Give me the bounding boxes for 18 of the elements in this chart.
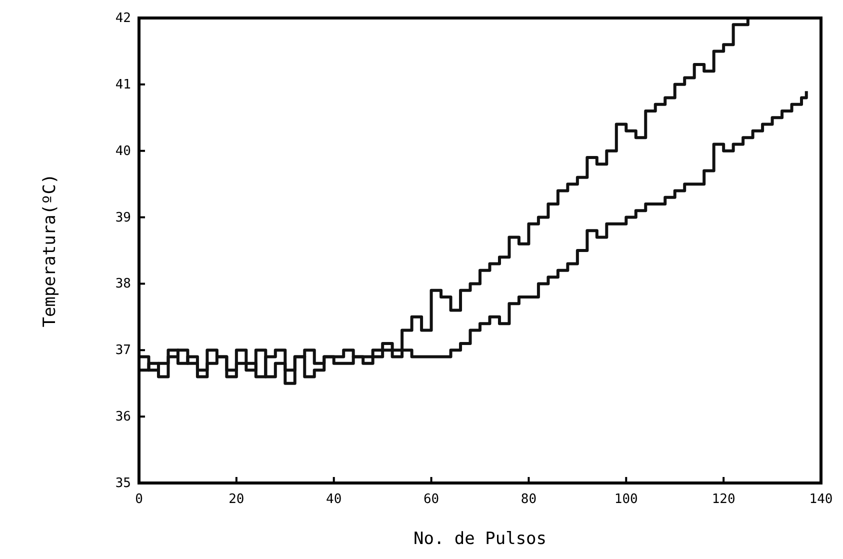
y-tick-label: 42 <box>115 11 131 26</box>
y-tick-label: 39 <box>115 210 131 226</box>
y-tick-label: 41 <box>115 77 131 92</box>
x-axis-title: No. de Pulsos <box>413 529 547 549</box>
y-tick-label: 37 <box>115 343 131 358</box>
y-tick-label: 35 <box>115 476 131 491</box>
x-tick-label: 80 <box>520 492 537 507</box>
y-tick-label: 38 <box>115 276 131 292</box>
y-axis-title: Temperatura(ºC) <box>40 174 60 328</box>
x-tick-label: 120 <box>712 492 736 507</box>
x-tick-label: 60 <box>423 492 440 507</box>
x-tick-label: 20 <box>228 492 244 507</box>
x-tick-label: 40 <box>326 492 342 507</box>
y-tick-label: 36 <box>115 410 131 425</box>
x-tick-label: 0 <box>135 492 143 507</box>
y-tick-label: 40 <box>115 144 131 159</box>
x-tick-label: 140 <box>809 492 833 507</box>
x-tick-label: 100 <box>614 492 638 507</box>
